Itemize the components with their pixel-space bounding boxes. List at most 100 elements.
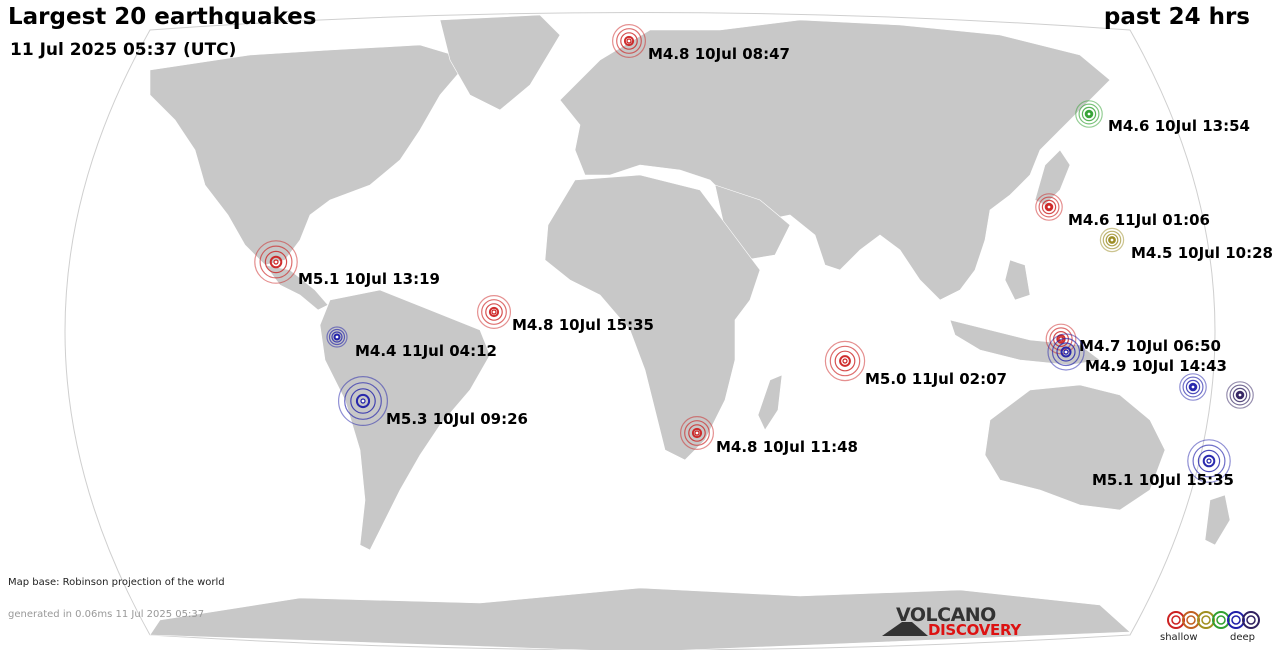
quake-marker[interactable] — [326, 326, 348, 348]
legend-ring — [1246, 615, 1256, 625]
quake-label: M4.9 10Jul 14:43 — [1085, 357, 1227, 375]
quake-epicenter — [694, 430, 700, 436]
quake-ring — [355, 393, 371, 409]
quake-ring — [331, 331, 343, 343]
land-africa — [544, 174, 761, 461]
quake-ring — [269, 255, 283, 269]
quake-ring — [485, 303, 503, 321]
volcano-icon — [882, 622, 928, 636]
quake-label: M4.8 10Jul 15:35 — [512, 316, 654, 334]
quake-ring — [1235, 390, 1245, 400]
quake-ring — [691, 427, 703, 439]
quake-ring — [1051, 337, 1081, 367]
quake-ring — [834, 350, 856, 372]
quake-ring — [326, 326, 348, 348]
quake-ring — [338, 376, 389, 427]
quake-ring — [684, 420, 710, 446]
quake-marker[interactable] — [611, 24, 646, 58]
quake-label: M4.6 10Jul 13:54 — [1108, 117, 1250, 135]
quake-ring — [488, 306, 500, 318]
quake-label: M4.5 10Jul 10:28 — [1131, 244, 1273, 262]
land-south-america — [319, 289, 491, 551]
quake-ring — [1105, 233, 1119, 247]
quake-ring — [477, 295, 512, 330]
quake-marker[interactable] — [1075, 100, 1103, 128]
land-new-zealand — [1204, 494, 1231, 546]
quake-marker[interactable] — [1179, 373, 1207, 401]
quake-ring — [679, 416, 714, 451]
quake-ring — [1056, 342, 1076, 362]
quake-epicenter — [1206, 458, 1212, 464]
quake-ring — [824, 340, 866, 382]
legend-ring — [1242, 611, 1260, 629]
legend-ring — [1227, 611, 1245, 629]
quake-ring — [1041, 199, 1057, 215]
quake-ring — [1226, 381, 1254, 409]
quake-ring — [1187, 439, 1231, 483]
quake-ring — [1102, 230, 1122, 250]
quake-marker[interactable] — [254, 240, 298, 284]
quake-ring — [1084, 109, 1094, 119]
quake-ring — [1044, 202, 1054, 212]
land-eurasia — [559, 19, 1111, 301]
generated-note: generated in 0.06ms 11 Jul 2025 05:37 — [8, 609, 205, 620]
quake-epicenter — [1086, 111, 1092, 117]
quake-marker[interactable] — [477, 295, 512, 330]
quake-ring — [254, 240, 298, 284]
quake-ring — [481, 299, 507, 325]
quake-ring — [1182, 376, 1204, 398]
legend-ring — [1182, 611, 1200, 629]
quake-marker[interactable] — [1187, 439, 1231, 483]
quake-label: M4.8 10Jul 11:48 — [716, 438, 858, 456]
depth-legend: shallow deep — [1160, 608, 1270, 648]
quake-label: M4.8 10Jul 08:47 — [648, 45, 790, 63]
quake-ring — [1232, 387, 1248, 403]
quake-ring — [264, 250, 288, 274]
land-australia — [984, 384, 1166, 511]
legend-ring — [1231, 615, 1241, 625]
quake-ring — [1197, 449, 1221, 473]
quake-epicenter — [1190, 384, 1196, 390]
land-japan — [1034, 149, 1071, 206]
quake-ring — [1192, 444, 1226, 478]
quake-ring — [620, 32, 638, 50]
legend-ring — [1216, 615, 1226, 625]
quake-marker[interactable] — [679, 416, 714, 451]
quake-ring — [623, 35, 635, 47]
quake-epicenter — [360, 398, 366, 404]
quake-label: M5.1 10Jul 13:19 — [298, 270, 440, 288]
time-period: past 24 hrs — [1103, 4, 1250, 30]
legend-shallow-label: shallow — [1160, 632, 1198, 643]
logo-text-discovery: DISCOVERY — [928, 621, 1021, 639]
quake-label: M4.7 10Jul 06:50 — [1079, 337, 1221, 355]
quake-ring — [1185, 379, 1201, 395]
quake-ring — [1099, 227, 1125, 253]
legend-ring — [1171, 615, 1181, 625]
quake-ring — [829, 345, 861, 377]
quake-ring — [1038, 196, 1060, 218]
quake-marker[interactable] — [1099, 227, 1125, 253]
quake-marker[interactable] — [1226, 381, 1254, 409]
quake-ring — [344, 382, 382, 420]
quake-epicenter — [334, 334, 340, 340]
quake-epicenter — [1237, 392, 1243, 398]
legend-ring — [1167, 611, 1185, 629]
quake-marker[interactable] — [1047, 333, 1085, 371]
quake-ring — [1229, 384, 1251, 406]
map-base-note: Map base: Robinson projection of the wor… — [8, 577, 225, 588]
quake-marker[interactable] — [338, 376, 389, 427]
quake-marker[interactable] — [1035, 193, 1063, 221]
quake-ring — [328, 328, 346, 346]
land-north-america — [149, 44, 471, 266]
logo-text-volcano: VOLCANO — [896, 604, 996, 626]
volcano-discovery-logo[interactable]: VOLCANO DISCOVERY — [880, 604, 1030, 640]
quake-epicenter — [491, 309, 497, 315]
quake-marker[interactable] — [824, 340, 866, 382]
quake-ring — [839, 355, 851, 367]
quake-markers: M4.8 10Jul 08:47 M4.6 10Jul 13:54 M4.6 11J… — [254, 24, 1273, 489]
land-madagascar — [757, 374, 783, 431]
quake-ring — [1108, 236, 1116, 244]
quake-ring — [1060, 346, 1072, 358]
